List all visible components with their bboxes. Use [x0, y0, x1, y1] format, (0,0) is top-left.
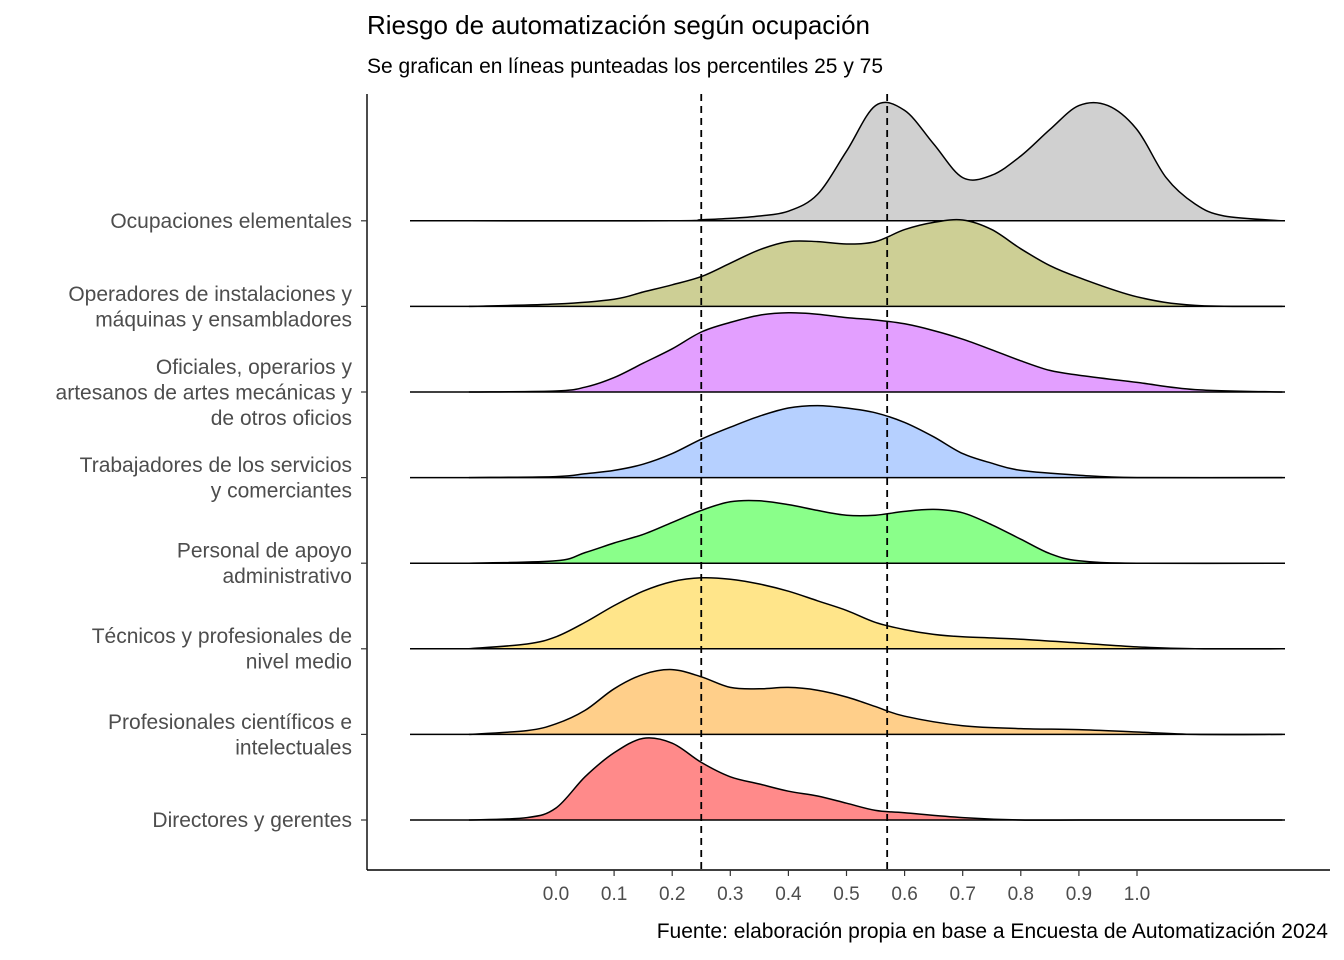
ridge-area	[468, 219, 1283, 307]
ridge-2	[410, 576, 1285, 650]
y-category-label: Ocupaciones elementales	[110, 210, 352, 233]
y-category-label-line: Técnicos y profesionales de	[92, 625, 352, 648]
ridge-0	[410, 737, 1285, 821]
ridge-area	[468, 737, 1283, 821]
y-category-label-line: nivel medio	[246, 651, 352, 674]
x-tick-label: 1.0	[1124, 884, 1150, 905]
x-tick-label: 0.4	[775, 884, 802, 905]
y-category-label-line: de otros oficios	[211, 407, 352, 430]
x-tick-label: 0.0	[543, 884, 569, 905]
ridge-area	[468, 669, 1283, 735]
y-category-label-line: artesanos de artes mecánicas y	[56, 381, 353, 404]
ridge-5	[410, 312, 1285, 393]
y-category-label-line: Ocupaciones elementales	[110, 210, 352, 233]
ridge-3	[410, 499, 1285, 565]
y-labels: Directores y gerentes Profesionales cient…	[56, 210, 367, 832]
percentile-lines	[700, 94, 889, 870]
ridge-1	[410, 668, 1285, 736]
x-tick-label: 0.3	[717, 884, 743, 905]
y-category-label-line: máquinas y ensambladores	[95, 308, 352, 331]
ridge-outline	[468, 218, 1283, 308]
ridge-outline	[468, 499, 1283, 565]
x-tick-label: 0.5	[833, 884, 859, 905]
ridges	[410, 101, 1285, 821]
y-category-label-line: Operadores de instalaciones y	[68, 283, 352, 306]
x-tick-label: 0.6	[891, 884, 917, 905]
ridge-4	[410, 404, 1285, 479]
x-tick-label: 0.9	[1066, 884, 1092, 905]
ridge-outline	[468, 668, 1283, 736]
ridge-area	[468, 577, 1283, 649]
y-category-label: Trabajadores de los servicios y comercian…	[80, 454, 352, 503]
ridge-area	[468, 312, 1283, 392]
ridge-7	[410, 101, 1285, 222]
ridge-6	[410, 218, 1285, 308]
y-category-label-line: Personal de apoyo	[177, 540, 352, 563]
y-category-label-line: y comerciantes	[211, 480, 352, 503]
y-category-label: Directores y gerentes	[152, 809, 352, 832]
ridge-area	[468, 500, 1283, 564]
y-category-label: Oficiales, operarios y artesanos de artes…	[56, 356, 353, 430]
y-category-label-line: intelectuales	[235, 736, 352, 759]
x-tick-label: 0.2	[659, 884, 685, 905]
y-category-label-line: Directores y gerentes	[152, 809, 352, 832]
x-ticks: 0.0 0.1 0.2 0.3 0.4 0.5 0.6 0.7 0.8 0.9 1.0	[543, 870, 1150, 905]
ridge-area	[468, 405, 1283, 478]
y-category-label: Profesionales científicos e intelectuales	[108, 711, 352, 760]
y-category-label-line: Oficiales, operarios y	[156, 356, 353, 379]
y-category-label-line: Trabajadores de los servicios	[80, 454, 352, 477]
chart-caption: Fuente: elaboración propia en base a Enc…	[656, 920, 1328, 943]
chart-title: Riesgo de automatización según ocupación	[367, 10, 871, 40]
ridge-outline	[468, 576, 1283, 650]
x-tick-label: 0.7	[949, 884, 975, 905]
y-category-label: Operadores de instalaciones y máquinas y …	[68, 283, 352, 332]
axes	[366, 94, 1330, 871]
y-category-label-line: Profesionales científicos e	[108, 711, 352, 734]
y-category-label-line: administrativo	[222, 565, 352, 588]
chart-subtitle: Se grafican en líneas punteadas los perc…	[367, 55, 884, 78]
ridge-outline	[468, 101, 1283, 222]
ridge-outline	[468, 312, 1283, 393]
ridge-area	[468, 102, 1283, 221]
y-category-label: Personal de apoyo administrativo	[177, 540, 352, 589]
x-tick-label: 0.1	[601, 884, 627, 905]
ridge-outline	[468, 404, 1283, 479]
y-category-label: Técnicos y profesionales de nivel medio	[92, 625, 352, 674]
x-tick-label: 0.8	[1008, 884, 1034, 905]
